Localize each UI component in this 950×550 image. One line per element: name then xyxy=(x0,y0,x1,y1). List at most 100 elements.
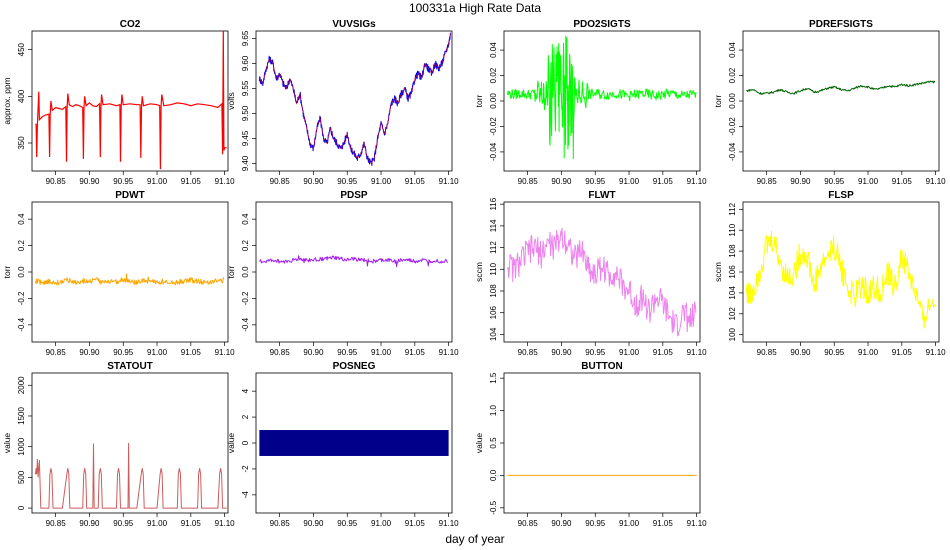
panel-title: PDREFSIGTS xyxy=(809,19,873,30)
y-tick-label: -0.5 xyxy=(489,500,498,514)
y-tick-label: 9.55 xyxy=(241,80,250,96)
y-tick-label: 9.40 xyxy=(241,155,250,171)
x-tick-label: 90.90 xyxy=(79,348,100,357)
series-line xyxy=(746,80,936,95)
y-tick-label: 400 xyxy=(17,89,26,103)
plot-frame xyxy=(255,30,453,172)
y-axis-label: torr xyxy=(474,94,484,107)
x-tick-label: 90.85 xyxy=(757,348,778,357)
plot-frame xyxy=(503,30,701,172)
x-tick-label: 90.85 xyxy=(270,177,291,186)
figure-title: 100331a High Rate Data xyxy=(409,1,541,15)
x-tick-label: 91.10 xyxy=(926,348,947,357)
data-layer xyxy=(506,35,697,160)
x-tick-label: 90.95 xyxy=(337,348,358,357)
plot-frame xyxy=(503,372,701,514)
plot-frame xyxy=(255,201,453,343)
plot-frame xyxy=(31,201,229,343)
y-tick-label: -0.02 xyxy=(489,117,498,136)
x-tick-label: 91.05 xyxy=(653,519,674,528)
series-line xyxy=(506,227,697,337)
x-tick-label: 91.00 xyxy=(619,177,640,186)
y-tick-label: -0.4 xyxy=(241,317,250,331)
x-tick-label: 91.00 xyxy=(858,177,879,186)
x-tick-label: 91.05 xyxy=(405,519,426,528)
y-axis-label: torr xyxy=(713,94,723,107)
x-tick-label: 91.10 xyxy=(439,519,460,528)
data-layer xyxy=(35,31,227,170)
x-tick-label: 90.95 xyxy=(585,519,606,528)
panel-co2: CO2 approx. ppm 90.85 90.90 90.95 91.00 91.05 9… xyxy=(2,19,235,186)
y-tick-label: -0.04 xyxy=(489,142,498,161)
y-tick-label: 350 xyxy=(17,136,26,150)
y-tick-label: 1.5 xyxy=(489,372,498,384)
x-tick-label: 91.05 xyxy=(892,348,913,357)
x-tick-label: 91.05 xyxy=(892,177,913,186)
y-tick-label: 116 xyxy=(489,197,498,210)
data-layer xyxy=(259,430,449,456)
data-layer xyxy=(745,230,936,329)
y-tick-label: 0.04 xyxy=(728,42,737,58)
y-tick-label: -0.4 xyxy=(17,317,26,331)
data-layer xyxy=(34,442,227,509)
figure-xlabel: day of year xyxy=(445,532,504,546)
y-tick-label: 0.4 xyxy=(241,213,250,225)
panel-title: POSNEG xyxy=(333,361,376,372)
y-tick-label: 114 xyxy=(489,219,498,232)
series-line xyxy=(506,35,697,160)
x-tick-label: 90.90 xyxy=(551,177,572,186)
y-tick-label: -0.02 xyxy=(728,117,737,136)
series-line xyxy=(258,32,451,166)
x-tick-label: 91.05 xyxy=(653,348,674,357)
x-tick-label: 91.10 xyxy=(215,519,236,528)
x-tick-label: 91.00 xyxy=(147,348,168,357)
y-tick-label: 104 xyxy=(728,286,737,300)
y-tick-label: 110 xyxy=(728,223,737,236)
x-tick-label: 91.10 xyxy=(687,177,708,186)
y-tick-label: 102 xyxy=(728,307,737,321)
y-tick-label: 104 xyxy=(489,327,498,341)
panel-title: PDO2SIGTS xyxy=(573,19,631,30)
y-tick-label: 108 xyxy=(489,284,498,298)
y-tick-label: 0.5 xyxy=(489,437,498,449)
plot-frame xyxy=(503,201,701,343)
y-tick-label: 1000 xyxy=(17,437,26,455)
y-tick-label: 106 xyxy=(728,265,737,279)
y-tick-label: 0.4 xyxy=(17,213,26,225)
y-tick-label: 0.00 xyxy=(728,93,737,109)
y-tick-label: 100 xyxy=(728,327,737,341)
data-layer xyxy=(746,80,936,95)
y-tick-label: 2000 xyxy=(17,376,26,394)
y-tick-label: 0.02 xyxy=(489,67,498,83)
x-tick-label: 91.05 xyxy=(653,177,674,186)
x-tick-label: 91.10 xyxy=(215,348,236,357)
panel-vuvsigs: VUVSIGs volts 90.85 90.90 90.95 91.00 91.05 91.… xyxy=(226,19,459,186)
x-tick-label: 91.00 xyxy=(619,519,640,528)
y-tick-label: 112 xyxy=(728,202,737,215)
x-tick-label: 90.95 xyxy=(824,348,845,357)
x-tick-label: 90.85 xyxy=(46,348,67,357)
y-tick-label: -0.2 xyxy=(17,291,26,305)
x-tick-label: 90.85 xyxy=(46,519,67,528)
y-tick-label: 9.60 xyxy=(241,55,250,71)
x-tick-label: 91.05 xyxy=(181,519,202,528)
panel-posneg: POSNEG value 90.85 90.90 90.95 91.00 91.05 91.1… xyxy=(226,361,459,528)
panel-pdwt: PDWT torr 90.85 90.90 90.95 91.00 91.05 91.10 -0… xyxy=(2,190,235,357)
x-tick-label: 91.00 xyxy=(371,519,392,528)
x-tick-label: 90.95 xyxy=(337,177,358,186)
panel-pdrefsigts: PDREFSIGTS torr 90.85 90.90 90.95 91.00 91.05 9… xyxy=(713,19,946,186)
plot-frame xyxy=(31,30,229,172)
series-line-secondary xyxy=(259,33,451,165)
x-tick-label: 90.95 xyxy=(337,519,358,528)
data-layer xyxy=(258,32,451,166)
panel-title: CO2 xyxy=(120,19,141,30)
x-tick-label: 90.95 xyxy=(113,177,134,186)
y-axis-label: torr xyxy=(226,265,236,278)
y-tick-label: 0 xyxy=(17,505,26,510)
y-tick-label: 0.2 xyxy=(17,239,26,251)
y-tick-label: 106 xyxy=(489,305,498,319)
x-tick-label: 90.90 xyxy=(303,177,324,186)
panel-title: FLWT xyxy=(588,190,615,201)
y-tick-label: 2 xyxy=(241,414,250,419)
y-tick-label: 9.65 xyxy=(241,30,250,46)
